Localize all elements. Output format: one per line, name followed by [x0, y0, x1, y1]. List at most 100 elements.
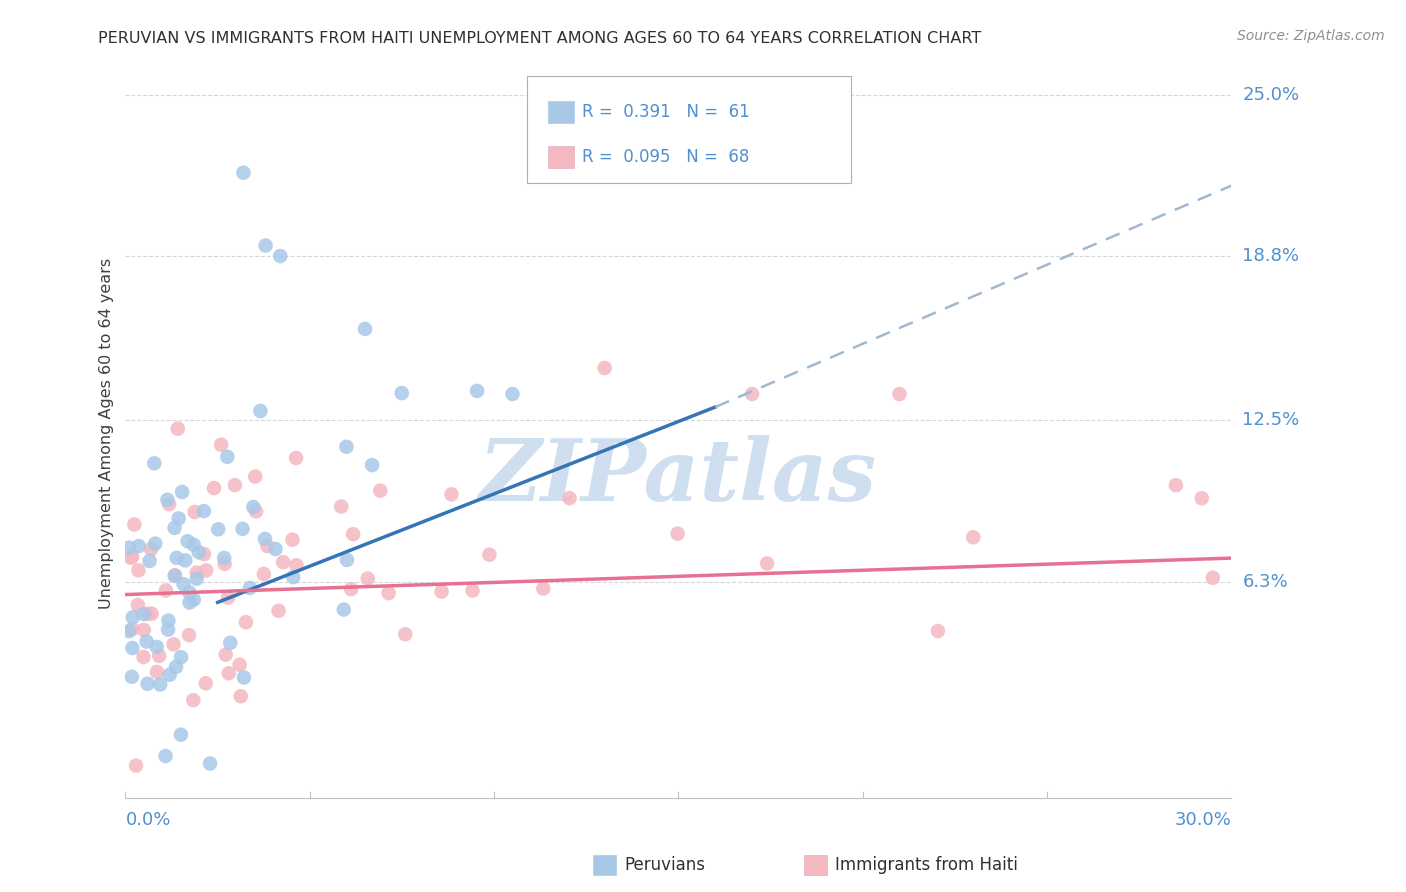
Point: [215, 648, 238, 662]
Point: [120, 550, 142, 565]
Point: [155, 749, 177, 764]
Point: [157, 614, 180, 628]
Point: [368, 483, 391, 498]
Point: [202, 481, 225, 495]
Point: [163, 521, 186, 535]
Text: R =  0.391   N =  61: R = 0.391 N = 61: [582, 103, 749, 120]
Point: [128, 539, 150, 553]
Point: [121, 622, 143, 636]
Text: ZIPatlas: ZIPatlas: [479, 435, 877, 518]
Point: [124, 517, 146, 532]
Point: [336, 553, 359, 567]
Point: [1202, 571, 1225, 585]
Point: [249, 404, 271, 418]
Point: [232, 166, 254, 180]
Point: [333, 602, 356, 616]
Point: [354, 322, 377, 336]
Point: [465, 384, 488, 398]
Point: [170, 650, 193, 665]
Point: [741, 387, 763, 401]
Point: [132, 623, 155, 637]
Point: [245, 469, 267, 483]
Point: [141, 607, 163, 621]
Point: [183, 538, 205, 552]
Point: [394, 627, 416, 641]
Point: [461, 583, 484, 598]
Point: [172, 485, 194, 500]
Point: [132, 607, 155, 621]
Point: [163, 569, 186, 583]
Text: 6.3%: 6.3%: [1243, 573, 1288, 591]
Point: [170, 728, 193, 742]
Point: [217, 450, 239, 464]
Point: [174, 553, 197, 567]
Point: [163, 568, 186, 582]
Point: [157, 497, 180, 511]
Point: [143, 456, 166, 470]
Point: [377, 586, 399, 600]
Point: [253, 532, 276, 546]
Text: Source: ZipAtlas.com: Source: ZipAtlas.com: [1237, 29, 1385, 43]
Point: [136, 607, 159, 621]
Point: [176, 534, 198, 549]
Point: [209, 438, 232, 452]
Point: [256, 539, 278, 553]
Text: PERUVIAN VS IMMIGRANTS FROM HAITI UNEMPLOYMENT AMONG AGES 60 TO 64 YEARS CORRELA: PERUVIAN VS IMMIGRANTS FROM HAITI UNEMPL…: [98, 31, 981, 46]
Point: [135, 634, 157, 648]
Point: [198, 756, 221, 771]
Point: [285, 450, 308, 465]
Point: [177, 628, 200, 642]
Text: 30.0%: 30.0%: [1174, 811, 1232, 829]
Point: [271, 555, 294, 569]
Point: [143, 536, 166, 550]
Point: [121, 610, 143, 624]
Point: [166, 550, 188, 565]
Text: 18.8%: 18.8%: [1243, 247, 1299, 265]
Point: [125, 758, 148, 772]
Point: [166, 422, 188, 436]
Point: [962, 530, 984, 544]
Text: Immigrants from Haiti: Immigrants from Haiti: [835, 856, 1018, 874]
Point: [927, 624, 949, 638]
Point: [239, 581, 262, 595]
Point: [232, 671, 254, 685]
Text: 12.5%: 12.5%: [1243, 411, 1299, 429]
Point: [194, 676, 217, 690]
Point: [162, 637, 184, 651]
Point: [127, 598, 149, 612]
Point: [269, 249, 291, 263]
Point: [159, 667, 181, 681]
Point: [183, 592, 205, 607]
Point: [148, 648, 170, 663]
Text: Peruvians: Peruvians: [624, 856, 706, 874]
Point: [1164, 478, 1187, 492]
Point: [132, 650, 155, 665]
Point: [330, 500, 353, 514]
Point: [155, 583, 177, 598]
Point: [179, 585, 201, 599]
Point: [173, 577, 195, 591]
Point: [531, 582, 554, 596]
Point: [335, 440, 357, 454]
Point: [756, 557, 779, 571]
Point: [121, 549, 143, 564]
Point: [281, 533, 304, 547]
Point: [127, 563, 149, 577]
Point: [121, 640, 143, 655]
Point: [232, 522, 254, 536]
Point: [666, 526, 689, 541]
Point: [235, 615, 257, 630]
Point: [149, 677, 172, 691]
Point: [136, 677, 159, 691]
Point: [156, 492, 179, 507]
Point: [186, 572, 208, 586]
Point: [224, 478, 246, 492]
Point: [1191, 491, 1213, 506]
Point: [342, 527, 364, 541]
Point: [146, 665, 169, 679]
Point: [121, 670, 143, 684]
Point: [214, 557, 236, 571]
Point: [207, 522, 229, 536]
Point: [254, 238, 277, 252]
Point: [179, 596, 201, 610]
